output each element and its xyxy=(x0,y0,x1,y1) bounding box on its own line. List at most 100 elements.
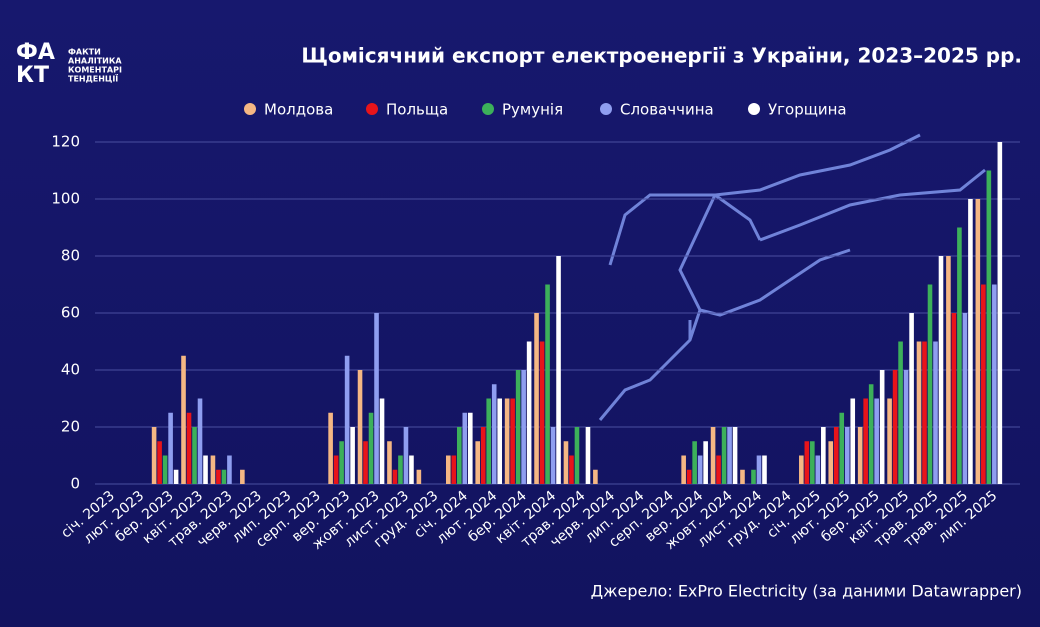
legend-label: Молдова xyxy=(264,101,333,119)
chart-title: Щомісячний експорт електроенергії з Укра… xyxy=(301,44,1022,68)
bar xyxy=(526,341,532,484)
bar xyxy=(497,398,503,484)
bar xyxy=(357,370,363,484)
legend-swatch xyxy=(748,103,760,115)
bar xyxy=(732,427,738,484)
bar xyxy=(545,284,550,484)
bar xyxy=(556,256,561,484)
bar xyxy=(868,384,874,484)
bar xyxy=(844,427,850,484)
bar xyxy=(903,370,909,484)
bar xyxy=(710,427,716,484)
bar xyxy=(392,469,398,484)
bar xyxy=(585,427,591,484)
bar xyxy=(740,469,745,484)
bar xyxy=(992,284,997,484)
bar xyxy=(874,398,879,484)
source: Джерело: ExPro Electricity (за даними Da… xyxy=(591,582,1022,601)
bar xyxy=(721,427,727,484)
bar xyxy=(379,398,385,484)
bar xyxy=(810,441,815,484)
bar xyxy=(475,441,481,484)
bar xyxy=(403,427,409,484)
bar xyxy=(173,469,179,484)
bar xyxy=(416,469,422,484)
bar xyxy=(181,355,186,484)
bar xyxy=(197,398,203,484)
bar xyxy=(692,441,697,484)
bar xyxy=(240,469,245,484)
bar xyxy=(799,455,804,484)
bar xyxy=(569,455,574,484)
bar xyxy=(751,469,756,484)
logo-mark: КТ xyxy=(16,63,49,88)
bar xyxy=(821,427,826,484)
bar xyxy=(938,256,944,484)
bar xyxy=(467,412,473,484)
bar xyxy=(975,199,981,484)
bar xyxy=(850,398,856,484)
bar xyxy=(550,427,556,484)
bar xyxy=(968,199,973,484)
bar xyxy=(909,313,914,484)
y-tick-label: 100 xyxy=(51,190,80,208)
bar xyxy=(363,441,368,484)
bar xyxy=(727,427,732,484)
bar xyxy=(981,284,986,484)
bar xyxy=(916,341,922,484)
legend-label: Румунія xyxy=(502,101,563,119)
bar xyxy=(716,455,721,484)
bar xyxy=(946,256,951,484)
legend-swatch xyxy=(600,103,612,115)
bar xyxy=(328,412,333,484)
bar xyxy=(997,142,1003,484)
bar xyxy=(162,455,168,484)
bar xyxy=(898,341,903,484)
logo-text: ФАКТИ xyxy=(68,48,101,57)
bar xyxy=(445,455,451,484)
bar xyxy=(398,455,403,484)
bar xyxy=(409,455,414,484)
bar xyxy=(374,313,379,484)
y-tick-label: 80 xyxy=(61,247,80,265)
bar xyxy=(368,412,374,484)
bar xyxy=(927,284,933,484)
bar xyxy=(815,455,821,484)
bar xyxy=(833,427,839,484)
bar xyxy=(510,398,515,484)
legend-swatch xyxy=(482,103,494,115)
legend-label: Словаччина xyxy=(620,101,714,119)
bar xyxy=(563,441,569,484)
logo-mark: ФА xyxy=(16,40,55,65)
bar xyxy=(203,455,208,484)
bar xyxy=(504,398,510,484)
bar xyxy=(957,227,962,484)
logo-text: КОМЕНТАРІ xyxy=(68,66,122,75)
bar xyxy=(962,313,968,484)
bar xyxy=(451,455,457,484)
bar xyxy=(491,384,497,484)
bar xyxy=(762,455,767,484)
bar xyxy=(216,469,221,484)
bar xyxy=(933,341,938,484)
logo-text: ТЕНДЕНЦІЇ xyxy=(68,74,118,84)
bar xyxy=(186,412,192,484)
legend-swatch xyxy=(244,103,256,115)
bar xyxy=(951,313,957,484)
bar xyxy=(462,412,468,484)
bar xyxy=(227,455,232,484)
bar xyxy=(350,427,355,484)
lightning-decoration xyxy=(598,133,986,421)
bar xyxy=(539,341,545,484)
bar xyxy=(344,355,350,484)
bar xyxy=(387,441,392,484)
bar xyxy=(681,455,686,484)
bar xyxy=(863,398,868,484)
legend-label: Угорщина xyxy=(768,101,847,119)
bar xyxy=(857,427,863,484)
y-tick-label: 0 xyxy=(70,475,80,493)
bar xyxy=(192,427,197,484)
legend-swatch xyxy=(366,103,378,115)
bar xyxy=(534,313,539,484)
